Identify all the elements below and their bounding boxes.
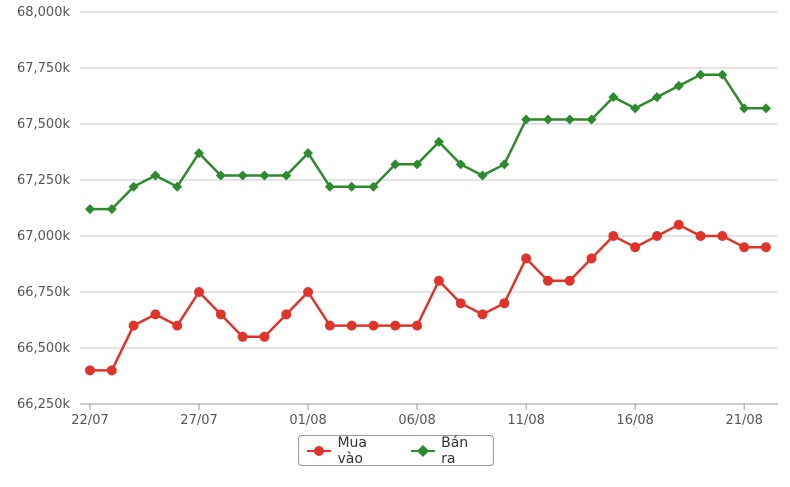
data-point-series-1	[324, 320, 335, 331]
axes: 66,250k 66,500k 66,750k 67,000k 67,250k 67,50…	[17, 5, 778, 428]
data-point-series-1	[237, 331, 248, 342]
y-tick-label: 66,750k	[17, 285, 70, 300]
data-point-series-1	[739, 242, 750, 253]
legend-item-series-1[interactable]: Mua vào	[306, 435, 396, 467]
data-point-series-1	[651, 231, 662, 241]
series-line-1	[90, 223, 766, 372]
red-circle-marker-icon	[307, 445, 331, 456]
data-point-series-2	[412, 159, 423, 170]
data-point-series-2	[499, 159, 510, 170]
data-point-series-2	[346, 181, 357, 192]
data-point-series-1	[542, 275, 553, 286]
data-point-series-1	[433, 275, 444, 286]
green-diamond-marker-icon	[410, 444, 435, 457]
data-point-series-1	[194, 287, 205, 297]
legend-label-series-1: Mua vào	[337, 434, 367, 467]
x-tick-label: 06/08	[398, 413, 435, 428]
data-point-series-1	[564, 275, 575, 286]
data-point-series-1	[412, 320, 423, 331]
data-point-series-1	[761, 242, 771, 253]
data-point-series-2	[390, 159, 401, 170]
data-point-series-1	[303, 287, 314, 297]
data-point-series-2	[564, 114, 575, 125]
data-point-series-1	[695, 231, 706, 241]
data-point-series-2	[673, 80, 684, 91]
data-point-series-1	[150, 309, 161, 320]
data-point-series-1	[586, 253, 597, 264]
legend-item-series-2[interactable]: Bán ra	[410, 435, 486, 467]
data-point-series-2	[717, 69, 728, 80]
data-point-series-2	[150, 170, 161, 181]
data-point-series-2	[761, 103, 771, 114]
data-point-series-1	[128, 320, 139, 331]
x-tick-label: 22/07	[71, 413, 108, 428]
x-tick-label: 11/08	[507, 413, 544, 428]
legend: Mua vào Bán ra	[298, 435, 494, 467]
data-point-series-1	[85, 365, 95, 376]
x-tick-label: 01/08	[289, 413, 326, 428]
data-point-series-1	[172, 320, 183, 331]
y-tick-label: 67,750k	[17, 61, 70, 76]
y-tick-label: 67,500k	[17, 117, 70, 132]
data-point-series-2	[259, 170, 270, 181]
series-lines	[90, 73, 766, 372]
data-point-series-2	[630, 103, 641, 114]
data-point-series-1	[368, 320, 379, 331]
data-point-series-1	[717, 231, 728, 241]
data-point-series-1	[106, 365, 117, 376]
grid-lines	[80, 11, 778, 405]
data-point-series-1	[630, 242, 641, 253]
legend-label-series-2: Bán ra	[441, 434, 469, 467]
series-markers	[85, 69, 771, 376]
series-line-2	[90, 73, 766, 211]
data-point-series-2	[586, 114, 597, 125]
data-point-series-1	[455, 298, 466, 309]
data-point-series-1	[259, 331, 270, 342]
data-point-series-2	[106, 204, 117, 215]
y-tick-label: 66,250k	[17, 397, 70, 412]
data-point-series-2	[194, 148, 205, 159]
x-tick-label: 21/08	[725, 413, 762, 428]
data-point-series-1	[477, 309, 488, 320]
x-tick-label: 16/08	[616, 413, 653, 428]
data-point-series-2	[128, 181, 139, 192]
data-point-series-2	[303, 148, 314, 159]
x-tick-label: 27/07	[180, 413, 217, 428]
data-point-series-2	[477, 170, 488, 181]
data-point-series-1	[390, 320, 401, 331]
data-point-series-2	[608, 92, 619, 103]
data-point-series-2	[433, 136, 444, 147]
data-point-series-1	[521, 253, 532, 264]
data-point-series-2	[739, 103, 750, 114]
y-tick-label: 66,500k	[17, 341, 70, 356]
data-point-series-2	[542, 114, 553, 125]
data-point-series-2	[172, 181, 183, 192]
y-tick-label: 67,250k	[17, 173, 70, 188]
data-point-series-1	[281, 309, 292, 320]
data-point-series-2	[521, 114, 532, 125]
data-point-series-2	[695, 69, 706, 80]
data-point-series-2	[85, 204, 95, 215]
data-point-series-2	[368, 181, 379, 192]
y-tick-label: 67,000k	[17, 229, 70, 244]
data-point-series-2	[455, 159, 466, 170]
data-point-series-2	[215, 170, 226, 181]
data-point-series-1	[215, 309, 226, 320]
data-point-series-1	[499, 298, 510, 309]
data-point-series-1	[608, 231, 619, 241]
data-point-series-2	[281, 170, 292, 181]
data-point-series-2	[324, 181, 335, 192]
y-tick-label: 68,000k	[17, 5, 70, 20]
data-point-series-2	[237, 170, 248, 181]
data-point-series-2	[651, 92, 662, 103]
data-point-series-1	[673, 219, 684, 230]
data-point-series-1	[346, 320, 357, 331]
